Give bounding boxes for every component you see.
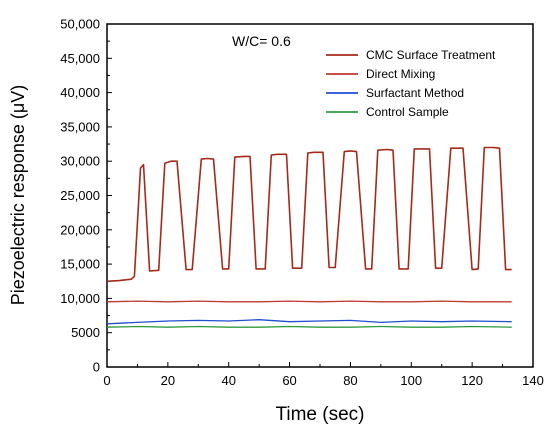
- x-tick-label: 40: [221, 373, 235, 388]
- x-tick-label: 80: [343, 373, 357, 388]
- legend: CMC Surface Treatment Direct Mixing Surfac…: [326, 48, 496, 119]
- x-tick-label: 60: [282, 373, 296, 388]
- legend-label: CMC Surface Treatment: [366, 48, 496, 62]
- legend-label: Surfactant Method: [366, 86, 464, 100]
- y-axis-ticks: 0 5000 10,000 15,000 20,000 25,000 30,000 35,00…: [60, 17, 112, 375]
- x-axis-ticks: 0 20 40 60 80 100 120 140: [103, 362, 544, 388]
- y-tick-label: 15,000: [60, 257, 100, 272]
- x-tick-label: 100: [400, 373, 422, 388]
- series-line-control-sample: [106, 325, 512, 328]
- series-line-cmc-surface-treatment: [106, 146, 512, 283]
- x-tick-label: 140: [522, 373, 544, 388]
- y-axis-title: Piezoelectric response (μV): [8, 85, 28, 305]
- x-tick-label: 20: [161, 373, 175, 388]
- x-axis-title: Time (sec): [275, 404, 364, 425]
- legend-label: Direct Mixing: [366, 67, 435, 81]
- wc-annotation: W/C= 0.6: [232, 33, 291, 49]
- y-tick-label: 50,000: [60, 17, 100, 32]
- y-tick-label: 25,000: [60, 188, 100, 203]
- y-tick-label: 20,000: [60, 222, 100, 237]
- series-layer: [106, 146, 512, 328]
- x-tick-label: 0: [103, 373, 110, 388]
- y-tick-label: 45,000: [60, 51, 100, 66]
- series-line-direct-mixing: [106, 300, 512, 303]
- series-line-surfactant-method: [106, 319, 512, 325]
- plot-frame: [106, 23, 534, 368]
- y-tick-label: 30,000: [60, 154, 100, 169]
- y-tick-label: 5000: [71, 325, 100, 340]
- y-tick-label: 10,000: [60, 291, 100, 306]
- legend-label: Control Sample: [366, 105, 449, 119]
- x-tick-label: 120: [461, 373, 483, 388]
- y-tick-label: 35,000: [60, 119, 100, 134]
- y-tick-label: 40,000: [60, 85, 100, 100]
- y-tick-label: 0: [93, 360, 100, 375]
